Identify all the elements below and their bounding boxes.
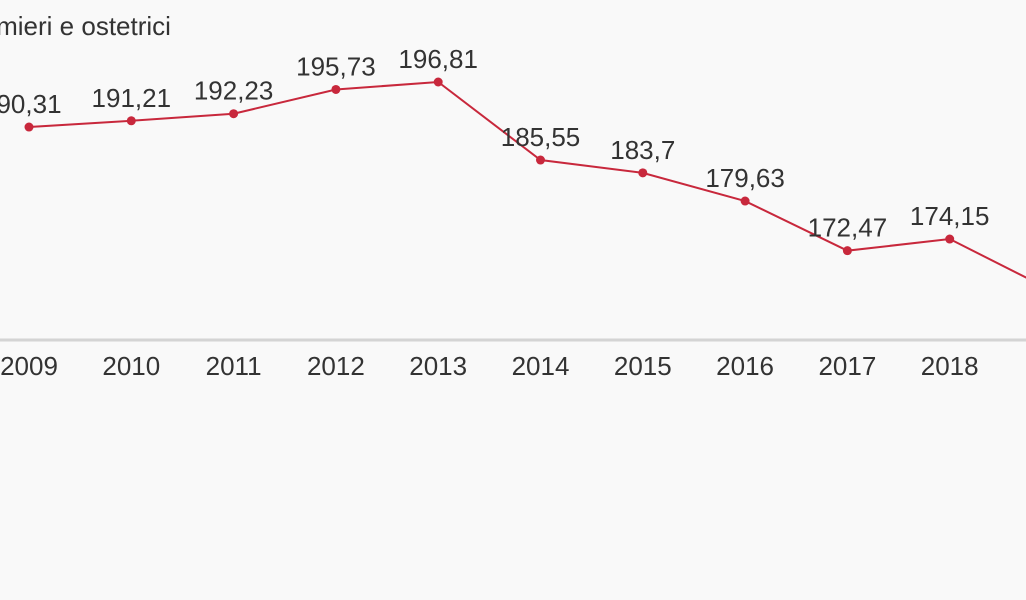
data-label: 192,23 [194,76,274,106]
data-label: 179,63 [705,163,785,193]
x-tick-label: 2017 [818,351,876,381]
data-label: 174,15 [910,201,990,231]
x-tick-label: 2011 [206,351,262,381]
x-tick-label: 2016 [716,351,774,381]
x-tick-label: 2015 [614,351,672,381]
data-label: 191,21 [92,83,172,113]
data-point [638,168,648,178]
data-label: 195,73 [296,51,376,81]
x-tick-label: 2014 [512,351,570,381]
data-point [945,234,955,244]
chart-title: ermieri e ostetrici [0,11,171,41]
data-point [536,155,545,165]
data-point [433,77,443,87]
data-label: 172,47 [808,213,888,243]
data-point [740,196,750,206]
data-point [229,109,239,119]
data-point [331,84,341,94]
data-label: 185,55 [501,122,581,152]
x-tick-label: 2018 [921,351,979,381]
x-tick-label: 2009 [0,351,58,381]
data-label: 90,31 [0,89,62,119]
data-point [842,246,852,256]
data-label: 196,81 [398,44,478,74]
data-point [126,116,136,126]
x-tick-label: 2012 [307,351,365,381]
x-tick-label: 2010 [102,351,160,381]
data-label: 183,7 [610,135,675,165]
series-line [28,80,1026,279]
x-tick-label: 2013 [409,351,467,381]
data-point [24,122,34,132]
